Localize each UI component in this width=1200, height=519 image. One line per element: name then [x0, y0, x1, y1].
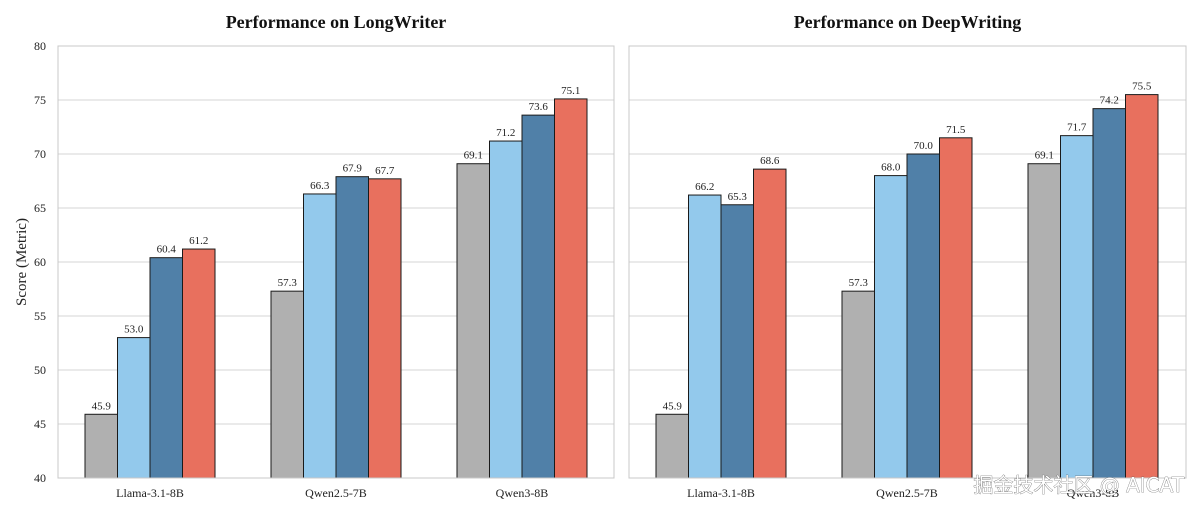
x-tick-label: Qwen3-8B [1067, 486, 1120, 500]
y-tick-label: 50 [34, 363, 46, 377]
bar-value-label: 69.1 [1035, 150, 1054, 162]
bar [368, 178, 402, 479]
bar-value-label: 57.3 [849, 277, 869, 289]
bar-value-label: 75.1 [561, 85, 580, 97]
bar-value-label: 67.7 [375, 165, 395, 177]
bar [335, 176, 369, 479]
bar [906, 153, 940, 479]
bar-value-label: 74.2 [1100, 95, 1119, 107]
watermark: 掘金技术社区 @ AICAT [973, 473, 1184, 497]
bar-value-label: 67.9 [343, 163, 363, 175]
bar [1027, 163, 1061, 479]
bar-value-label: 70.0 [914, 140, 934, 152]
bar-value-label: 53.0 [124, 324, 144, 336]
bar [303, 193, 337, 479]
bar [841, 290, 875, 479]
bar-value-label: 71.7 [1067, 122, 1087, 134]
bar-value-label: 73.6 [529, 101, 549, 113]
y-tick-label: 45 [34, 417, 46, 431]
x-tick-label: Llama-3.1-8B [116, 486, 184, 500]
y-tick-label: 80 [34, 39, 46, 53]
bar-value-label: 75.5 [1132, 81, 1152, 93]
bar [270, 290, 304, 479]
bar [1092, 108, 1126, 479]
bar [149, 257, 183, 479]
panel-frame [628, 45, 1187, 479]
bar-value-label: 69.1 [464, 150, 483, 162]
bar-value-label: 45.9 [663, 400, 683, 412]
bar [874, 175, 908, 479]
y-tick-label: 60 [34, 255, 46, 269]
y-tick-label: 65 [34, 201, 46, 215]
x-tick-label: Qwen3-8B [496, 486, 549, 500]
y-tick-label: 70 [34, 147, 46, 161]
bar-value-label: 45.9 [92, 400, 112, 412]
x-tick-label: Qwen2.5-7B [876, 486, 938, 500]
bar-value-label: 71.5 [946, 124, 966, 136]
bar [117, 337, 151, 479]
bar-value-label: 61.2 [189, 235, 208, 247]
bar [688, 194, 722, 479]
bar-value-label: 66.2 [695, 181, 714, 193]
bar-value-label: 68.0 [881, 162, 901, 174]
bar [456, 163, 490, 479]
bar-value-label: 65.3 [728, 191, 748, 203]
bar [939, 137, 973, 479]
bar-value-label: 71.2 [496, 127, 515, 139]
bar [84, 413, 118, 479]
bar-value-label: 66.3 [310, 180, 330, 192]
bar [1060, 135, 1094, 479]
bar-value-label: 57.3 [278, 277, 298, 289]
y-tick-label: 75 [34, 93, 46, 107]
y-tick-label: 55 [34, 309, 46, 323]
bar [489, 140, 523, 479]
bar [521, 114, 555, 479]
bar [753, 168, 787, 479]
bar [182, 248, 216, 479]
chart-title: Performance on DeepWriting [794, 12, 1022, 32]
bar-value-label: 68.6 [760, 155, 780, 167]
panel-frame [57, 45, 615, 479]
bar [554, 98, 588, 479]
chart-title: Performance on LongWriter [226, 12, 447, 32]
bar-value-label: 60.4 [157, 244, 177, 256]
x-tick-label: Qwen2.5-7B [305, 486, 367, 500]
bar [720, 204, 754, 479]
bar [1125, 94, 1159, 479]
y-axis-label: Score (Metric) [14, 218, 30, 306]
x-tick-label: Llama-3.1-8B [687, 486, 755, 500]
bar [655, 413, 689, 479]
y-tick-label: 40 [34, 471, 46, 485]
